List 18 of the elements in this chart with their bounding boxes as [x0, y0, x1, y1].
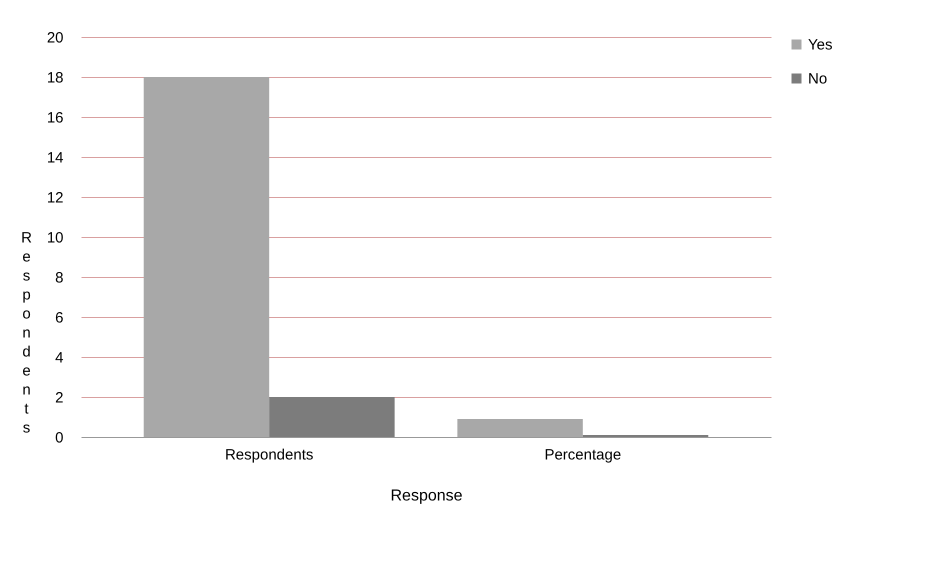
y-tick-label: 0: [55, 430, 64, 446]
legend-label: Yes: [808, 36, 832, 54]
bar: [144, 77, 270, 437]
x-axis-title: Response: [390, 488, 463, 504]
y-tick-label: 14: [46, 150, 64, 166]
y-tick-label: 20: [46, 30, 64, 46]
y-tick-label: 18: [46, 70, 64, 86]
y-tick-label: 12: [46, 190, 64, 206]
y-tick-label: 8: [55, 270, 64, 286]
y-tick-label: 10: [46, 230, 64, 246]
bar: [269, 397, 395, 437]
y-tick-label: 2: [55, 390, 64, 406]
y-tick-label: 16: [46, 110, 64, 126]
y-tick-label: 4: [55, 350, 64, 366]
x-tick-label: Percentage: [544, 446, 622, 464]
bar: [457, 419, 583, 437]
y-tick-label: 6: [55, 310, 64, 326]
legend-label: No: [808, 70, 828, 88]
